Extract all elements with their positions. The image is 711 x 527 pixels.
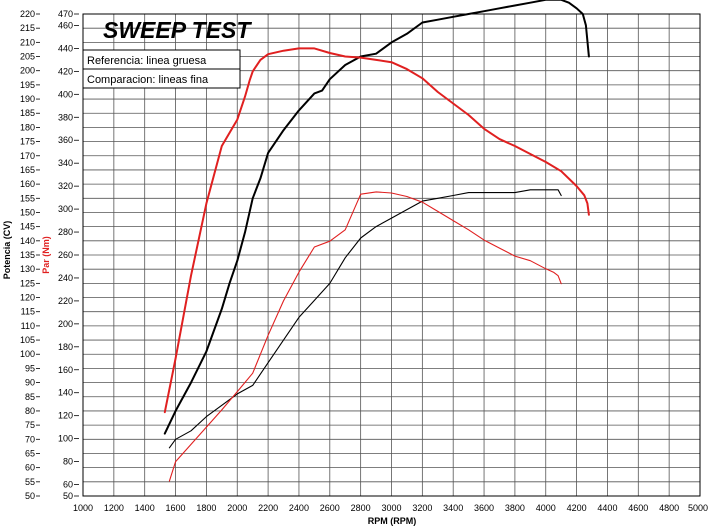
x-axis-label: RPM (RPM) [368,516,417,526]
rpm-tick-4400: 4400 [597,503,617,513]
torque-tick-320: 320 [58,181,73,191]
power-tick-200: 200 [20,66,35,76]
power-tick-215: 215 [20,23,35,33]
power-tick-60: 60 [25,463,35,473]
power-axis-label: Potencia (CV) [2,221,12,280]
torque-tick-280: 280 [58,227,73,237]
torque-tick-380: 380 [58,112,73,122]
power-tick-190: 190 [20,94,35,104]
power-tick-165: 165 [20,165,35,175]
torque-tick-220: 220 [58,296,73,306]
power-tick-135: 135 [20,250,35,260]
power-tick-115: 115 [21,307,35,317]
power-tick-90: 90 [25,378,35,388]
series-power-thick-line [163,0,590,435]
power-tick-70: 70 [25,434,35,444]
torque-tick-80: 80 [63,457,73,467]
series-torque-thick-line [163,47,590,414]
torque-tick-100: 100 [58,434,73,444]
chart-title: SWEEP TEST [103,17,252,43]
power-tick-145: 145 [20,222,35,232]
rpm-tick-4600: 4600 [628,503,648,513]
power-tick-85: 85 [25,392,35,402]
rpm-tick-2000: 2000 [227,503,247,513]
rpm-tick-2800: 2800 [351,503,371,513]
rpm-tick-4800: 4800 [659,503,679,513]
power-tick-150: 150 [20,207,35,217]
power-tick-140: 140 [20,236,35,246]
torque-tick-120: 120 [58,411,73,421]
rpm-tick-2600: 2600 [320,503,340,513]
power-tick-205: 205 [20,52,35,62]
torque-tick-300: 300 [58,204,73,214]
power-tick-175: 175 [20,137,35,147]
power-tick-110: 110 [21,321,35,331]
torque-tick-60: 60 [63,480,73,490]
series-layer [163,0,590,482]
rpm-tick-4200: 4200 [567,503,587,513]
power-tick-65: 65 [25,448,35,458]
rpm-axis-ticks: 1000 1200 1400 1600 1800 2000 2200 2400 2600 2800… [73,503,708,513]
rpm-tick-1000: 1000 [73,503,93,513]
rpm-tick-2200: 2200 [258,503,278,513]
power-tick-120: 120 [20,293,35,303]
power-tick-155: 155 [20,193,35,203]
torque-tick-200: 200 [58,319,73,329]
torque-tick-260: 260 [58,250,73,260]
power-tick-170: 170 [20,151,35,161]
torque-tick-50: 50 [63,491,73,501]
torque-tick-160: 160 [58,365,73,375]
power-tick-105: 105 [20,335,35,345]
rpm-tick-3400: 3400 [443,503,463,513]
torque-tick-180: 180 [58,342,73,352]
legend: Referencia: linea gruesa Comparacion: li… [82,49,241,89]
power-tick-75: 75 [25,420,35,430]
power-tick-100: 100 [20,349,35,359]
torque-tick-460: 460 [58,20,73,30]
rpm-tick-3000: 3000 [381,503,401,513]
power-tick-55: 55 [25,477,35,487]
rpm-tick-1800: 1800 [196,503,216,513]
legend-reference: Referencia: linea gruesa [87,55,207,67]
power-tick-160: 160 [20,179,35,189]
power-tick-180: 180 [20,122,35,132]
legend-comparison-box [82,68,241,89]
power-tick-210: 210 [20,37,35,47]
torque-tick-340: 340 [58,158,73,168]
plot-border [82,13,701,497]
power-axis-ticks: 50 55 60 65 70 75 80 85 90 95 100 105 110 115 120 125 13… [20,9,40,501]
power-tick-95: 95 [25,363,35,373]
torque-tick-140: 140 [58,388,73,398]
rpm-tick-1600: 1600 [166,503,186,513]
power-tick-80: 80 [25,406,35,416]
power-tick-125: 125 [20,278,35,288]
power-tick-195: 195 [20,80,35,90]
power-tick-50: 50 [25,491,35,501]
rpm-tick-4000: 4000 [536,503,556,513]
rpm-tick-1200: 1200 [104,503,124,513]
rpm-tick-2400: 2400 [289,503,309,513]
torque-axis-label: Par (Nm) [41,236,51,274]
rpm-tick-3800: 3800 [505,503,525,513]
torque-tick-420: 420 [58,66,73,76]
legend-comparison: Comparacion: lineas fina [87,74,209,86]
power-tick-130: 130 [20,264,35,274]
torque-tick-240: 240 [58,273,73,283]
torque-tick-440: 440 [58,43,73,53]
rpm-tick-3200: 3200 [412,503,432,513]
torque-tick-360: 360 [58,135,73,145]
power-tick-185: 185 [20,108,35,118]
torque-tick-400: 400 [58,89,73,99]
series-torque-thin-line [168,191,562,482]
rpm-tick-1400: 1400 [135,503,155,513]
rpm-tick-5000: 5000 [688,503,708,513]
torque-tick-470: 470 [58,9,73,19]
power-tick-220: 220 [20,9,35,19]
rpm-tick-3600: 3600 [474,503,494,513]
